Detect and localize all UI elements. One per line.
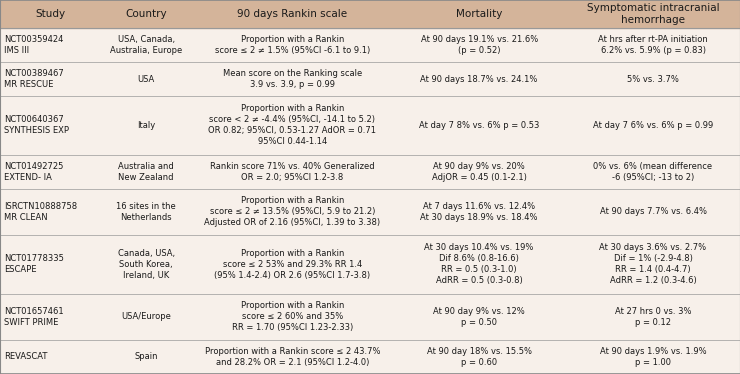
Text: At 90 days 18.7% vs. 24.1%: At 90 days 18.7% vs. 24.1% xyxy=(420,74,538,83)
Text: Proportion with a Rankin
score ≤ 2 60% and 35%
RR = 1.70 (95%CI 1.23-2.33): Proportion with a Rankin score ≤ 2 60% a… xyxy=(232,301,353,332)
Text: Mortality: Mortality xyxy=(456,9,502,19)
Bar xyxy=(0,28,740,62)
Text: Canada, USA,
South Korea,
Ireland, UK: Canada, USA, South Korea, Ireland, UK xyxy=(118,249,175,280)
Bar xyxy=(0,155,740,189)
Text: At day 7 6% vs. 6% p = 0.99: At day 7 6% vs. 6% p = 0.99 xyxy=(593,121,713,130)
Text: Proportion with a Rankin
score ≤ 2 53% and 29.3% RR 1.4
(95% 1.4-2.4) OR 2.6 (95: Proportion with a Rankin score ≤ 2 53% a… xyxy=(215,249,370,280)
Text: USA/Europe: USA/Europe xyxy=(121,312,171,321)
Text: NCT01492725
EXTEND- IA: NCT01492725 EXTEND- IA xyxy=(4,162,64,182)
Text: At 7 days 11.6% vs. 12.4%
At 30 days 18.9% vs. 18.4%: At 7 days 11.6% vs. 12.4% At 30 days 18.… xyxy=(420,202,538,222)
Bar xyxy=(0,294,740,340)
Text: At 90 days 19.1% vs. 21.6%
(p = 0.52): At 90 days 19.1% vs. 21.6% (p = 0.52) xyxy=(420,35,538,55)
Text: At 90 days 7.7% vs. 6.4%: At 90 days 7.7% vs. 6.4% xyxy=(599,207,707,216)
Text: NCT00389467
MR RESCUE: NCT00389467 MR RESCUE xyxy=(4,69,64,89)
Text: At day 7 8% vs. 6% p = 0.53: At day 7 8% vs. 6% p = 0.53 xyxy=(419,121,539,130)
Text: At 90 day 18% vs. 15.5%
p = 0.60: At 90 day 18% vs. 15.5% p = 0.60 xyxy=(427,347,531,367)
Text: At hrs after rt-PA initiation
6.2% vs. 5.9% (p = 0.83): At hrs after rt-PA initiation 6.2% vs. 5… xyxy=(598,35,708,55)
Bar xyxy=(0,0,740,28)
Text: REVASCAT: REVASCAT xyxy=(4,352,47,362)
Text: NCT00359424
IMS III: NCT00359424 IMS III xyxy=(4,35,64,55)
Bar xyxy=(0,62,740,96)
Text: Symptomatic intracranial
hemorrhage: Symptomatic intracranial hemorrhage xyxy=(587,3,719,25)
Text: Spain: Spain xyxy=(135,352,158,362)
Text: USA: USA xyxy=(138,74,155,83)
Text: Study: Study xyxy=(35,9,65,19)
Text: Country: Country xyxy=(125,9,167,19)
Text: Mean score on the Ranking scale
3.9 vs. 3.9, p = 0.99: Mean score on the Ranking scale 3.9 vs. … xyxy=(223,69,362,89)
Text: 16 sites in the
Netherlands: 16 sites in the Netherlands xyxy=(116,202,176,222)
Text: At 27 hrs 0 vs. 3%
p = 0.12: At 27 hrs 0 vs. 3% p = 0.12 xyxy=(615,307,691,327)
Text: At 30 days 3.6% vs. 2.7%
Dif = 1% (-2.9-4.8)
RR = 1.4 (0.4-4.7)
AdRR = 1.2 (0.3-: At 30 days 3.6% vs. 2.7% Dif = 1% (-2.9-… xyxy=(599,243,707,285)
Text: 5% vs. 3.7%: 5% vs. 3.7% xyxy=(627,74,679,83)
Text: 90 days Rankin scale: 90 days Rankin scale xyxy=(238,9,347,19)
Text: At 90 days 1.9% vs. 1.9%
p = 1.00: At 90 days 1.9% vs. 1.9% p = 1.00 xyxy=(599,347,707,367)
Text: At 90 day 9% vs. 20%
AdjOR = 0.45 (0.1-2.1): At 90 day 9% vs. 20% AdjOR = 0.45 (0.1-2… xyxy=(431,162,527,182)
Text: 0% vs. 6% (mean difference
-6 (95%CI; -13 to 2): 0% vs. 6% (mean difference -6 (95%CI; -1… xyxy=(593,162,713,182)
Text: Rankin score 71% vs. 40% Generalized
OR = 2.0; 95%CI 1.2-3.8: Rankin score 71% vs. 40% Generalized OR … xyxy=(210,162,374,182)
Text: At 90 day 9% vs. 12%
p = 0.50: At 90 day 9% vs. 12% p = 0.50 xyxy=(434,307,525,327)
Text: Italy: Italy xyxy=(137,121,155,130)
Text: NCT00640367
SYNTHESIS EXP: NCT00640367 SYNTHESIS EXP xyxy=(4,115,69,135)
Text: ISRCTN10888758
MR CLEAN: ISRCTN10888758 MR CLEAN xyxy=(4,202,77,222)
Text: NCT01778335
ESCAPE: NCT01778335 ESCAPE xyxy=(4,254,64,275)
Text: Proportion with a Rankin
score ≤ 2 ≠ 1.5% (95%CI -6.1 to 9.1): Proportion with a Rankin score ≤ 2 ≠ 1.5… xyxy=(215,35,370,55)
Bar xyxy=(0,340,740,374)
Text: Proportion with a Rankin score ≤ 2 43.7%
and 28.2% OR = 2.1 (95%CI 1.2-4.0): Proportion with a Rankin score ≤ 2 43.7%… xyxy=(204,347,380,367)
Bar xyxy=(0,96,740,155)
Text: NCT01657461
SWIFT PRIME: NCT01657461 SWIFT PRIME xyxy=(4,307,64,327)
Text: Australia and
New Zealand: Australia and New Zealand xyxy=(118,162,174,182)
Text: Proportion with a Rankin
score < 2 ≠ -4.4% (95%CI, -14.1 to 5.2)
OR 0.82; 95%CI,: Proportion with a Rankin score < 2 ≠ -4.… xyxy=(208,104,377,147)
Bar xyxy=(0,235,740,294)
Text: Proportion with a Rankin
score ≤ 2 ≠ 13.5% (95%CI, 5.9 to 21.2)
Adjusted OR of 2: Proportion with a Rankin score ≤ 2 ≠ 13.… xyxy=(204,196,380,227)
Text: USA, Canada,
Australia, Europe: USA, Canada, Australia, Europe xyxy=(110,35,182,55)
Bar xyxy=(0,189,740,235)
Text: At 30 days 10.4% vs. 19%
Dif 8.6% (0.8-16.6)
RR = 0.5 (0.3-1.0)
AdRR = 0.5 (0.3-: At 30 days 10.4% vs. 19% Dif 8.6% (0.8-1… xyxy=(425,243,534,285)
